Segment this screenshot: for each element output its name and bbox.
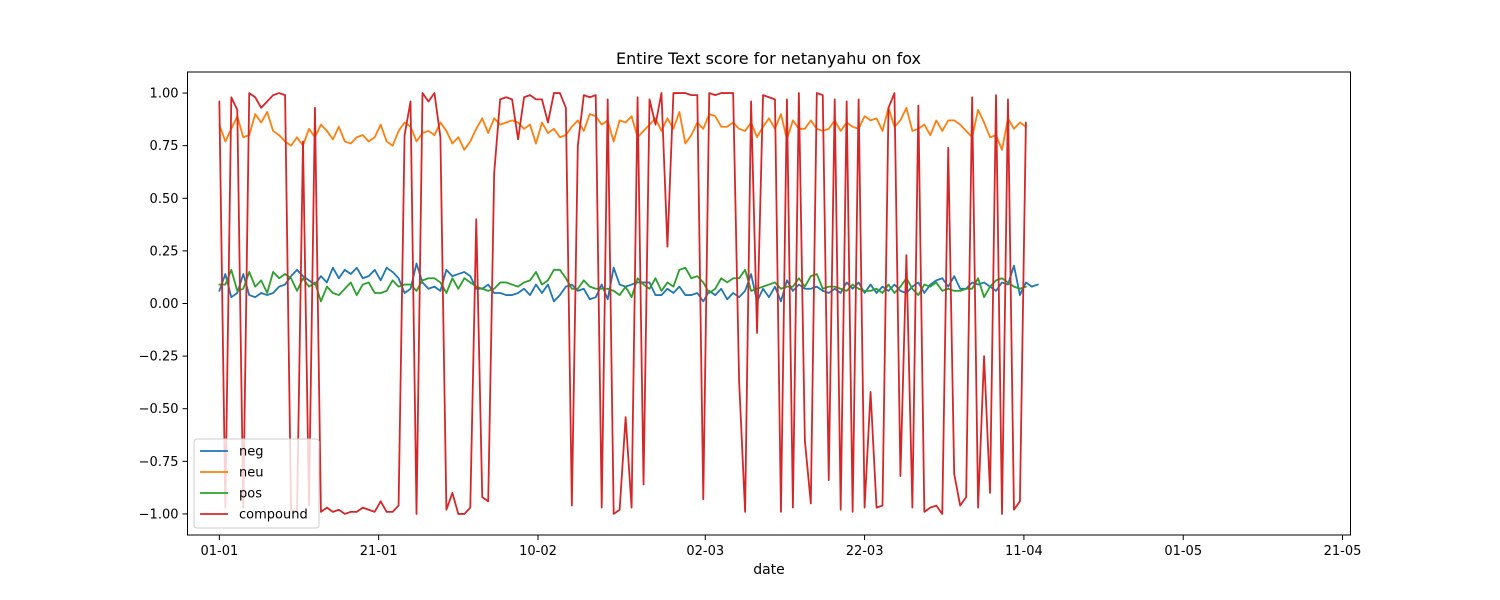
series-line-pos: [218, 266, 1027, 303]
y-tick-label: 0.25: [150, 244, 179, 259]
x-tick-label: 10-02: [519, 544, 557, 559]
series-line-compound: [218, 92, 1027, 515]
x-tick-label: 21-05: [1324, 544, 1362, 559]
series-line-neu: [218, 106, 1027, 151]
y-tick-label: 0.00: [150, 297, 179, 312]
legend-label-neg: neg: [239, 445, 264, 460]
legend-box: [193, 438, 320, 529]
x-tick-label: 01-01: [200, 544, 238, 559]
series-line-neg: [218, 262, 1039, 303]
legend-label-pos: pos: [239, 487, 262, 502]
chart-title: Entire Text score for netanyahu on fox: [616, 49, 921, 68]
y-tick-label: 0.75: [150, 139, 179, 154]
x-tick-label: 02-03: [686, 544, 724, 559]
x-axis-title: date: [753, 562, 785, 578]
x-axis: 01-01 21-01 10-02 02-03 22-03 11-04 01-05 21-05: [200, 535, 1361, 559]
x-tick-label: 01-05: [1164, 544, 1202, 559]
y-tick-label: −1.00: [139, 507, 179, 522]
legend: neg neu pos compound: [193, 438, 320, 529]
y-tick-label: −0.75: [139, 455, 179, 470]
y-axis: −1.00 −0.75 −0.50 −0.25 0.00 0.25 0.50 0.75 1.00: [139, 87, 188, 522]
series-layer: [218, 92, 1039, 515]
legend-label-compound: compound: [239, 508, 308, 523]
legend-label-neu: neu: [239, 466, 263, 481]
y-tick-label: −0.50: [139, 402, 179, 417]
x-tick-label: 21-01: [360, 544, 398, 559]
x-tick-label: 11-04: [1005, 544, 1043, 559]
y-tick-label: 0.50: [150, 192, 179, 207]
y-tick-label: 1.00: [150, 87, 179, 102]
y-tick-label: −0.25: [139, 350, 179, 365]
x-tick-label: 22-03: [846, 544, 884, 559]
